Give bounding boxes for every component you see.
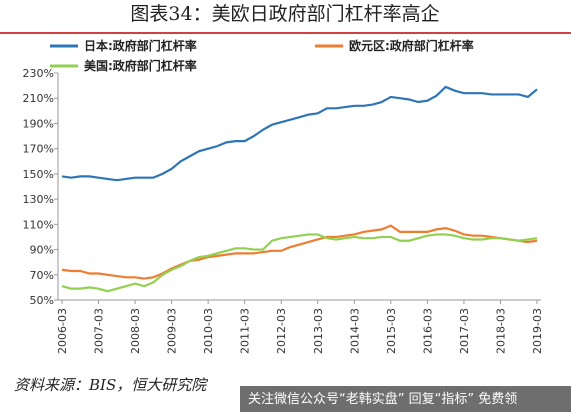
y-tick-label: 230% bbox=[23, 67, 54, 80]
x-tick-label: 2019-03 bbox=[531, 308, 544, 354]
x-tick-label: 2016-03 bbox=[421, 308, 434, 354]
legend-label: 美国:政府部门杠杆率 bbox=[84, 58, 197, 73]
x-tick-label: 2010-03 bbox=[202, 308, 215, 354]
y-tick-label: 210% bbox=[23, 92, 54, 105]
legend-label: 欧元区:政府部门杠杆率 bbox=[349, 38, 474, 53]
x-tick-label: 2015-03 bbox=[385, 308, 398, 354]
x-tick-label: 2008-03 bbox=[129, 308, 142, 354]
x-tick-label: 2013-03 bbox=[312, 308, 325, 354]
y-tick-label: 90% bbox=[30, 244, 54, 257]
x-tick-label: 2006-03 bbox=[56, 308, 69, 354]
x-tick-label: 2012-03 bbox=[275, 308, 288, 354]
series-line bbox=[61, 224, 538, 280]
y-tick-label: 50% bbox=[30, 294, 54, 307]
y-tick-label: 170% bbox=[23, 143, 54, 156]
y-tick-label: 150% bbox=[23, 168, 54, 181]
y-tick-label: 110% bbox=[23, 218, 54, 231]
x-tick-label: 2009-03 bbox=[166, 308, 179, 354]
y-tick-label: 70% bbox=[30, 269, 54, 282]
x-tick-label: 2011-03 bbox=[239, 308, 252, 354]
watermark-bg bbox=[240, 386, 571, 412]
x-tick-label: 2007-03 bbox=[93, 308, 106, 354]
source: 资料来源：BIS，恒大研究院 bbox=[14, 376, 208, 394]
chart-title: 图表34：美欧日政府部门杠杆率高企 bbox=[130, 3, 439, 25]
x-tick-label: 2018-03 bbox=[494, 308, 507, 354]
y-tick-label: 190% bbox=[23, 117, 54, 130]
y-tick-label: 130% bbox=[23, 193, 54, 206]
series-line bbox=[61, 233, 538, 293]
legend-label: 日本:政府部门杠杆率 bbox=[84, 38, 197, 53]
x-tick-label: 2017-03 bbox=[458, 308, 471, 354]
x-tick-label: 2014-03 bbox=[348, 308, 361, 354]
watermark: 关注微信公众号“老韩实盘” 回复“指标” 免费领 bbox=[248, 391, 517, 407]
series-line bbox=[61, 85, 538, 182]
